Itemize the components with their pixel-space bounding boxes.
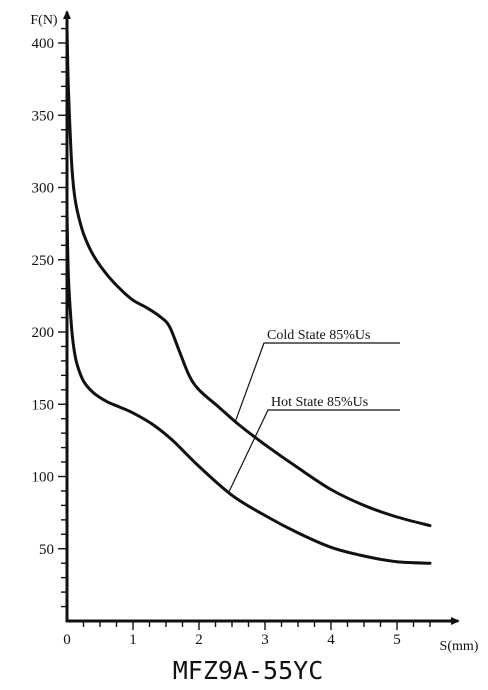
y-axis-ticks: 50 100 150 200 250 300 350 400	[32, 27, 67, 608]
y-tick-label: 350	[32, 108, 55, 124]
x-axis-ticks: 0 1 2 3 4 5	[63, 621, 431, 648]
x-axis-title: S(mm)	[440, 639, 479, 654]
x-tick-label: 0	[63, 632, 71, 648]
series-layer	[65, 27, 432, 565]
x-tick-label: 4	[327, 632, 335, 648]
y-tick-label: 250	[32, 253, 55, 269]
annotation-layer: Cold State 85%Us Hot State 85%Us	[228, 328, 400, 493]
x-tick-label: 1	[129, 632, 137, 648]
cold-state-label: Cold State 85%Us	[267, 328, 370, 343]
x-tick-label: 5	[393, 632, 401, 648]
y-tick-label: 200	[32, 325, 55, 341]
annotation-leader	[234, 342, 400, 422]
y-tick-label: 400	[32, 36, 55, 52]
x-tick-label: 3	[261, 632, 269, 648]
x-tick-label: 2	[195, 632, 203, 648]
cold-state-curve	[65, 27, 432, 528]
y-tick-label: 150	[32, 397, 55, 413]
hot-state-label: Hot State 85%Us	[271, 395, 368, 410]
y-tick-label: 300	[32, 181, 55, 197]
y-tick-label: 50	[39, 542, 54, 558]
annotation-leader	[228, 409, 400, 493]
y-axis-title: F(N)	[30, 13, 58, 28]
chart-title: MFZ9A-55YC	[173, 656, 324, 685]
hot-state-curve	[65, 210, 432, 565]
y-tick-label: 100	[32, 470, 55, 486]
